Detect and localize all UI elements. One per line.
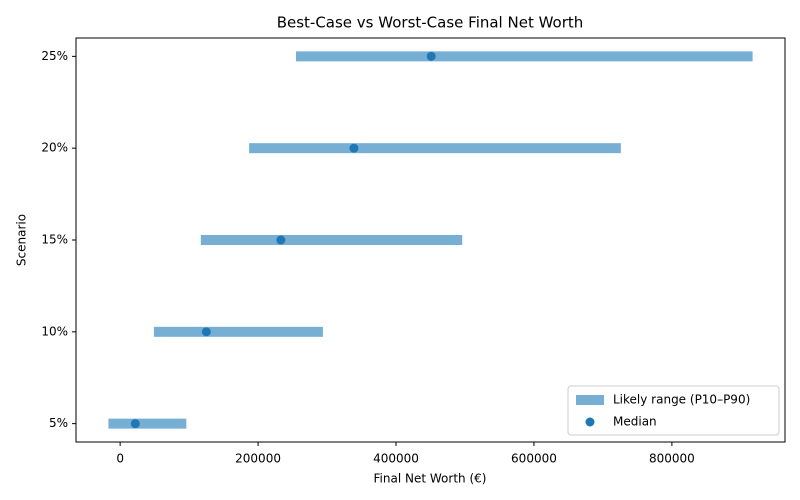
x-tick-label: 600000	[511, 452, 557, 466]
plot-frame	[75, 37, 786, 443]
range-bar	[200, 235, 463, 245]
y-tick-label: 10%	[41, 324, 68, 338]
median-point	[426, 51, 436, 61]
y-tick-label: 15%	[41, 233, 68, 247]
x-tick-label: 800000	[649, 452, 695, 466]
range-bar	[296, 51, 753, 62]
range-bar	[153, 326, 323, 337]
median-point	[276, 235, 286, 245]
y-tick-label: 5%	[49, 416, 68, 430]
x-tick-label: 200000	[235, 452, 281, 466]
x-axis-label: Final Net Worth (€)	[374, 472, 487, 486]
median-point	[349, 143, 359, 153]
legend-swatch	[576, 395, 604, 405]
legend-marker	[585, 417, 595, 427]
chart-title: Best-Case vs Worst-Case Final Net Worth	[277, 14, 584, 32]
legend-label: Likely range (P10–P90)	[613, 393, 750, 407]
legend: Likely range (P10–P90) Median	[567, 385, 780, 436]
range-bar	[249, 143, 621, 154]
legend-label: Median	[613, 415, 657, 429]
y-tick-label: 25%	[41, 49, 68, 63]
median-point	[130, 419, 140, 429]
legend-box	[567, 385, 780, 436]
y-tick-label: 20%	[41, 141, 68, 155]
y-axis-label: Scenario	[15, 214, 29, 266]
x-tick-label: 400000	[373, 452, 419, 466]
x-tick-label: 0	[116, 452, 124, 466]
range-bar	[108, 418, 187, 429]
median-point	[201, 327, 211, 337]
